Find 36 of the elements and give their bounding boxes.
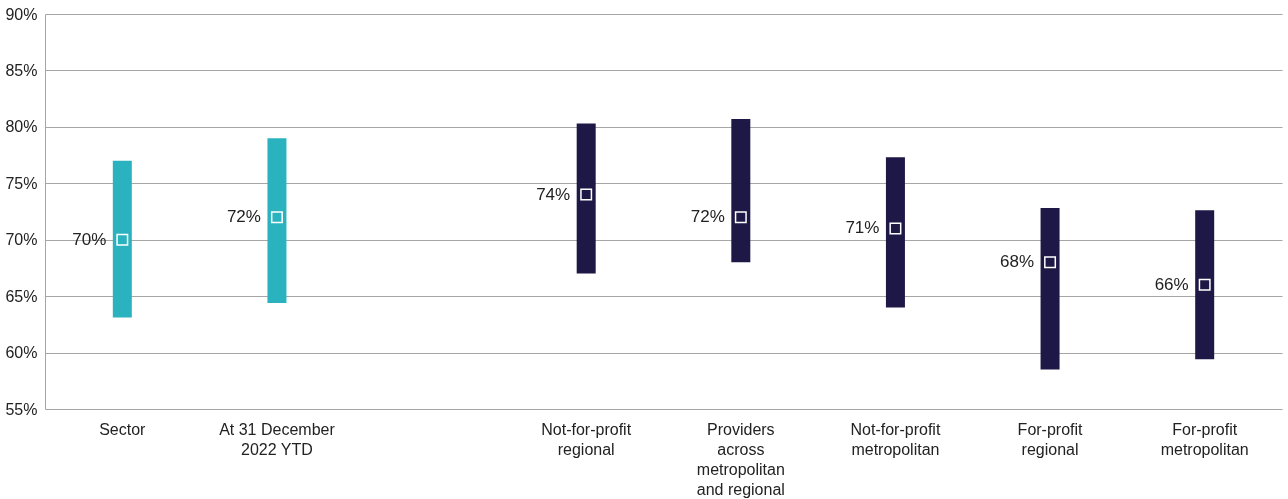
y-tick-label: 80% [5, 118, 38, 136]
bar [576, 123, 596, 274]
y-tick-label: 60% [5, 344, 38, 362]
y-tick-label: 55% [5, 400, 38, 418]
bar [885, 157, 905, 308]
y-tick-label: 70% [5, 231, 38, 249]
data-label: 70% [72, 229, 107, 249]
x-tick-label: At 31 December 2022 YTD [219, 420, 336, 458]
x-tick-label: Not-for-profit metropolitan [850, 420, 941, 458]
x-tick-label: Not-for-profit regional [541, 420, 632, 458]
data-label: 74% [536, 184, 571, 204]
data-label: 68% [1000, 252, 1035, 272]
point [734, 211, 747, 224]
data-label: 72% [690, 207, 725, 227]
bar [267, 138, 287, 303]
x-tick-label: For-profit regional [1017, 420, 1084, 458]
point [270, 211, 283, 224]
point [580, 188, 593, 201]
bar [1195, 210, 1215, 360]
y-tick-label: 90% [5, 5, 38, 23]
x-tick-label: For-profit metropolitan [1160, 420, 1249, 458]
data-label: 72% [226, 207, 261, 227]
y-tick-label: 75% [5, 174, 38, 192]
data-label: 66% [1154, 274, 1189, 294]
y-tick-label: 65% [5, 287, 38, 305]
point [1198, 278, 1211, 291]
x-tick-label: Sector [99, 420, 147, 438]
bar [112, 160, 132, 318]
y-tick-label: 85% [5, 61, 38, 79]
bar [731, 118, 751, 263]
point [116, 233, 129, 246]
point [889, 222, 902, 235]
data-label: 71% [845, 218, 880, 238]
point [1044, 256, 1057, 269]
bar [1040, 208, 1060, 370]
x-tick-label: Providers across metropolitan and regional [696, 420, 785, 498]
